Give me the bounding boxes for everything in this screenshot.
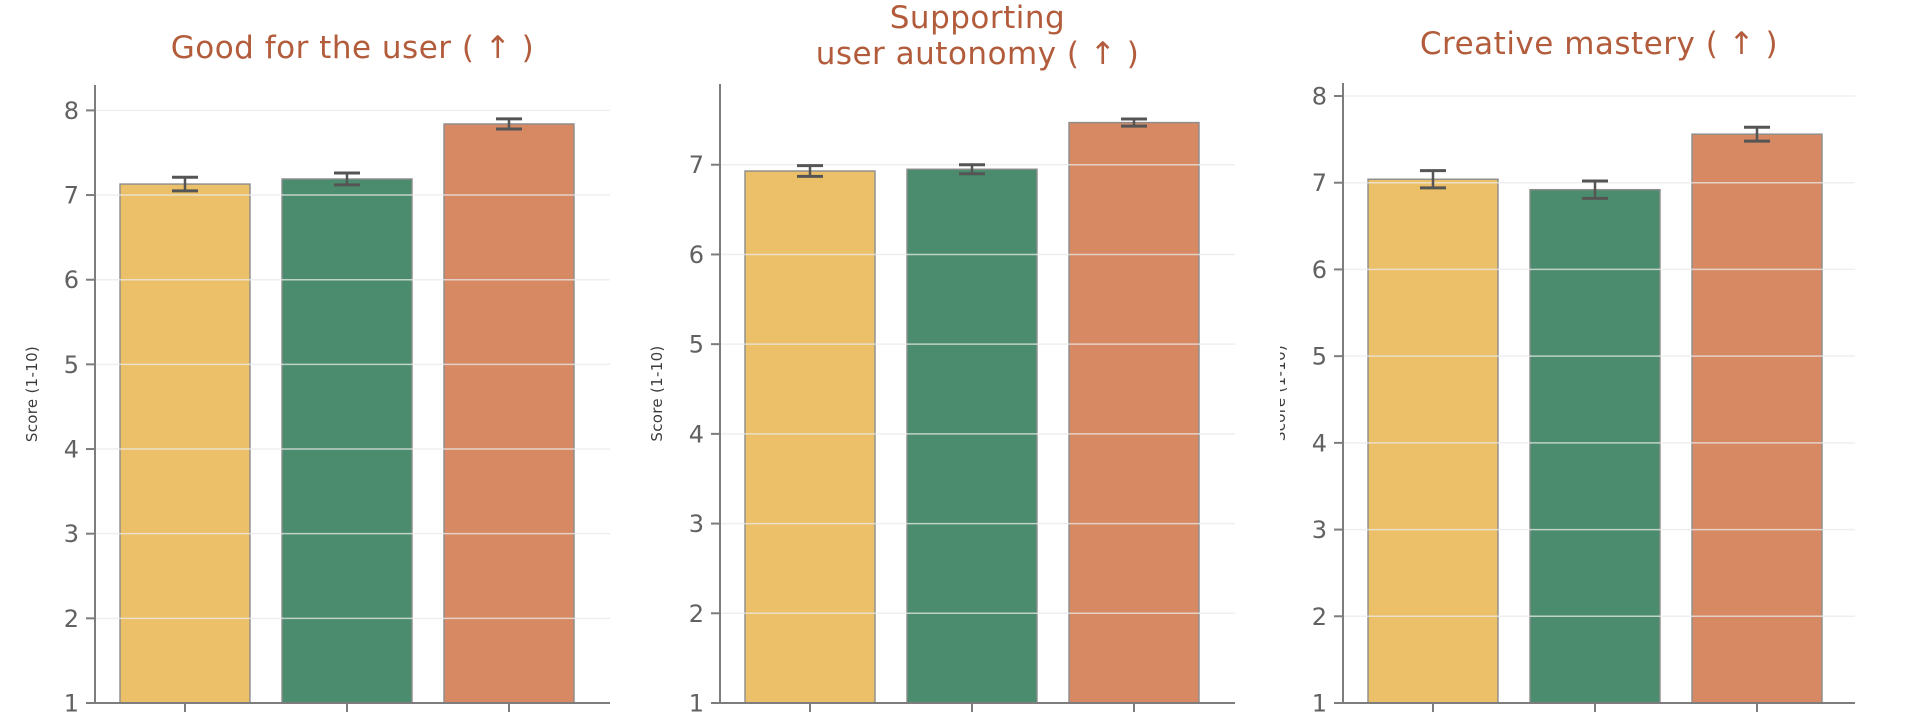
y-tick-label: 7 — [1312, 169, 1327, 197]
bar — [443, 123, 575, 704]
y-tick-label: 6 — [64, 266, 79, 294]
bar — [1691, 133, 1823, 704]
y-axis-label: Score (1-10) — [1280, 345, 1289, 441]
chart-title: Creative mastery ( ↑ ) — [1419, 26, 1779, 62]
chart-panel-creative-mastery: Creative mastery ( ↑ ) 1 2 3 4 5 6 7 8 Score (1-… — [1280, 0, 1920, 722]
y-tick-label: 7 — [64, 182, 79, 210]
chart-title: Good for the user ( ↑ ) — [170, 30, 535, 66]
bar — [1068, 121, 1200, 704]
y-tick-label: 1 — [689, 690, 704, 718]
y-axis-label: Score (1-10) — [23, 346, 41, 442]
y-tick-label: 5 — [689, 331, 704, 359]
bar — [1367, 178, 1499, 704]
y-tick-label: 4 — [1312, 429, 1327, 457]
chart-panel-good-for-the-user: Good for the user ( ↑ ) 1 2 3 4 5 6 7 8 Score (1… — [0, 0, 640, 722]
y-tick-label: 3 — [1312, 516, 1327, 544]
y-tick-label: 4 — [689, 420, 704, 448]
y-tick-label: 1 — [1312, 690, 1327, 718]
bar-chart-supporting-user-autonomy: 1 2 3 4 5 6 7 Score (1-10) — [648, 84, 1235, 718]
y-tick-label: 6 — [689, 241, 704, 269]
bar-chart-creative-mastery: 1 2 3 4 5 6 7 8 Score (1-10) — [1280, 83, 1855, 718]
chart-title: Supporting user autonomy ( ↑ ) — [815, 0, 1140, 72]
y-tick-label: 1 — [64, 690, 79, 718]
bar — [744, 170, 876, 704]
bar — [1529, 188, 1661, 704]
y-tick-label: 2 — [689, 600, 704, 628]
bar-chart-good-for-the-user: 1 2 3 4 5 6 7 8 Score (1-10) — [23, 85, 610, 718]
chart-panel-supporting-user-autonomy: Supporting user autonomy ( ↑ ) 1 2 3 4 5 6 7 Sc… — [640, 0, 1280, 722]
y-tick-label: 3 — [689, 510, 704, 538]
bar — [906, 168, 1038, 704]
bar — [281, 178, 413, 704]
y-tick-label: 4 — [64, 436, 79, 464]
y-tick-label: 8 — [1312, 83, 1327, 111]
y-tick-label: 6 — [1312, 256, 1327, 284]
bar — [119, 183, 251, 704]
y-tick-label: 8 — [64, 97, 79, 125]
y-axis-label: Score (1-10) — [648, 345, 666, 441]
y-tick-label: 3 — [64, 520, 79, 548]
y-tick-label: 5 — [64, 351, 79, 379]
y-tick-label: 5 — [1312, 343, 1327, 371]
y-tick-label: 2 — [64, 605, 79, 633]
y-tick-label: 2 — [1312, 603, 1327, 631]
y-tick-label: 7 — [689, 151, 704, 179]
